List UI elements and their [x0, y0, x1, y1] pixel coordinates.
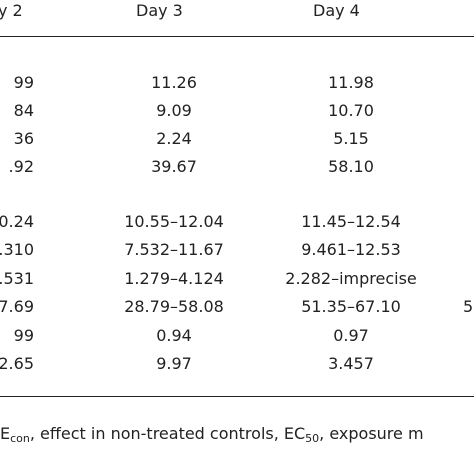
- table-cell: 7.532–11.67: [124, 240, 224, 259]
- table-cell: 58.10: [328, 157, 374, 176]
- table-cell: –7.310: [0, 240, 34, 259]
- table-cell: 10.70: [328, 101, 374, 120]
- header-rule: [0, 36, 474, 37]
- table-cell: 84: [13, 101, 34, 120]
- header-day-2: y 2: [0, 1, 23, 20]
- table-cell: 11.98: [328, 73, 374, 92]
- header-day-4: Day 4: [313, 1, 360, 20]
- table-cell: 5.15: [333, 129, 369, 148]
- table-cell: –5.531: [0, 269, 34, 288]
- table-cell: 2.282–imprecise: [285, 269, 417, 288]
- table-cell: 10.55–12.04: [124, 212, 224, 231]
- table-cell: 9.97: [156, 354, 192, 373]
- table-cell: 51.35–67.10: [301, 297, 401, 316]
- table-cell: 99: [13, 326, 34, 345]
- bottom-rule: [0, 396, 474, 397]
- table-cell: 3.457: [328, 354, 374, 373]
- table-cell: 99: [13, 73, 34, 92]
- table-cell: 39.67: [151, 157, 197, 176]
- table-cell: 9.461–12.53: [301, 240, 401, 259]
- table-cell: .92: [8, 157, 34, 176]
- table-cell: 11.26: [151, 73, 197, 92]
- table-cell: –27.69: [0, 297, 34, 316]
- table-cell: 11.45–12.54: [301, 212, 401, 231]
- table-cell: 9.09: [156, 101, 192, 120]
- table-cell: 10.24: [0, 212, 34, 231]
- table-cell: 2.24: [156, 129, 192, 148]
- table-footnote: Econ, effect in non-treated controls, EC…: [0, 424, 424, 445]
- header-day-3: Day 3: [136, 1, 183, 20]
- table-cell: 36: [13, 129, 34, 148]
- table-cell: 5: [463, 297, 474, 316]
- table-cell: 0.94: [156, 326, 192, 345]
- table-cell: 0.97: [333, 326, 369, 345]
- table-cell: 2.65: [0, 354, 34, 373]
- table-cell: 1.279–4.124: [124, 269, 224, 288]
- table-cell: 28.79–58.08: [124, 297, 224, 316]
